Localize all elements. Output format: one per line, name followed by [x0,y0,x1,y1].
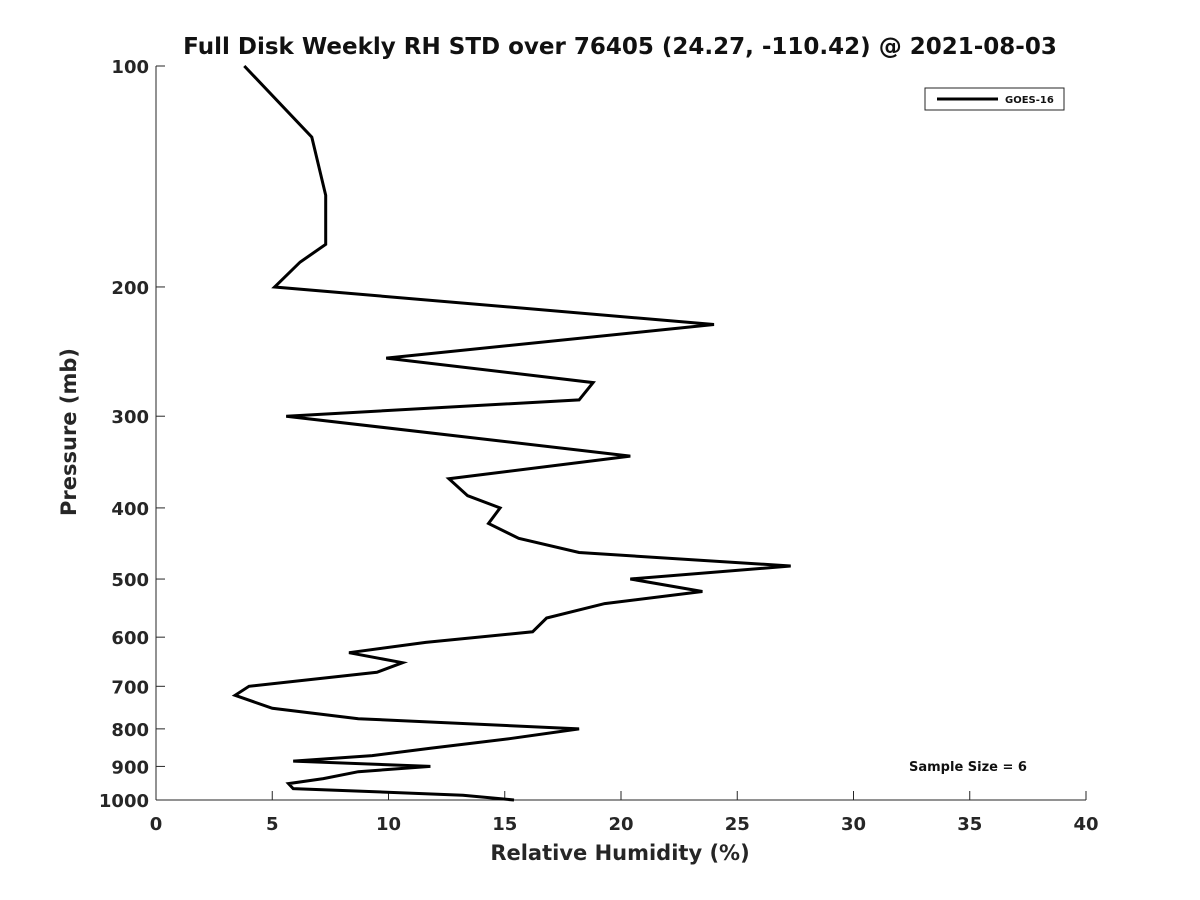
legend: GOES-16 [924,87,1065,111]
y-tick-label-200: 200 [111,278,149,299]
y-tick-label-300: 300 [111,407,149,428]
x-tick-label-5: 5 [266,814,279,835]
x-tick-label-25: 25 [725,814,750,835]
x-tick-label-30: 30 [841,814,866,835]
y-tick-label-1000: 1000 [99,791,149,812]
sample-size-annotation: Sample Size = 6 [909,760,1027,775]
y-tick-label-900: 900 [111,757,149,778]
y-tick-label-800: 800 [111,720,149,741]
y-tick-label-500: 500 [111,570,149,591]
x-axis-label: Relative Humidity (%) [490,841,749,865]
y-tick-label-700: 700 [111,677,149,698]
x-tick-label-15: 15 [492,814,517,835]
legend-label-goes16: GOES-16 [1005,95,1054,106]
y-tick-label-600: 600 [111,628,149,649]
y-axis-label: Pressure (mb) [57,348,81,516]
series-group [231,64,791,802]
x-tick-label-35: 35 [957,814,982,835]
y-tick-label-100: 100 [111,57,149,78]
x-tick-label-10: 10 [376,814,401,835]
x-tick-label-0: 0 [150,814,163,835]
chart-title: Full Disk Weekly RH STD over 76405 (24.2… [183,34,1057,60]
axes: 0 5 10 15 20 25 30 35 40 100 200 300 400 500 600 700 800… [99,57,1099,835]
x-tick-label-40: 40 [1073,814,1098,835]
y-tick-label-400: 400 [111,499,149,520]
series-line-goes-16 [231,64,791,802]
x-tick-label-20: 20 [608,814,633,835]
